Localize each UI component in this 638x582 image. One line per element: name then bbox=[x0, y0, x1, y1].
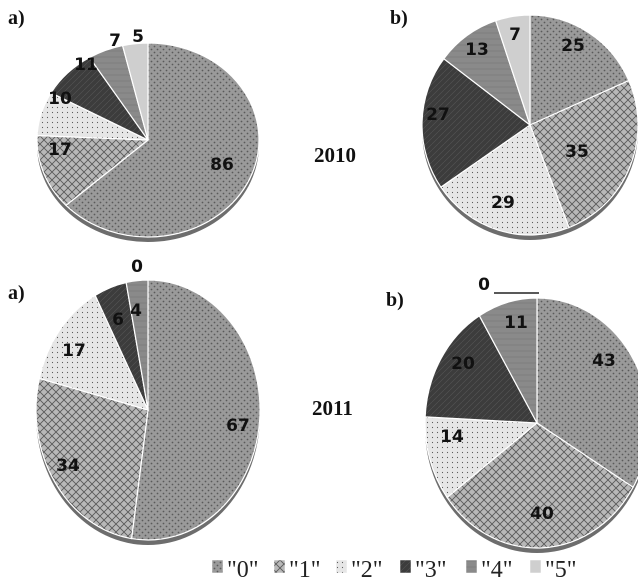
slice-value-label: 0 bbox=[131, 257, 143, 277]
legend: "0" "1" "2" "3" "4" "5" bbox=[211, 557, 577, 582]
slice-value-label: 35 bbox=[565, 142, 589, 162]
slice-value-label: 40 bbox=[530, 504, 554, 524]
slice-value-label: 67 bbox=[226, 416, 250, 436]
pie-slice-2 bbox=[440, 124, 570, 236]
year-label-2010: 2010 bbox=[314, 143, 356, 167]
slice-value-label: 10 bbox=[48, 89, 72, 109]
pie-slice-4 bbox=[125, 279, 149, 411]
legend-swatch bbox=[465, 559, 478, 574]
pie-slice-1 bbox=[446, 422, 634, 549]
legend-swatch bbox=[399, 559, 412, 574]
pie-2010-b: 25 35 29 27 13 7 bbox=[421, 14, 638, 240]
panel-label-2011-a: a) bbox=[8, 282, 25, 304]
pie-slice-0 bbox=[536, 297, 638, 489]
pie-slice-0 bbox=[529, 14, 630, 126]
legend-entry-label: "5" bbox=[545, 557, 577, 582]
pie-slice-4 bbox=[478, 297, 538, 424]
slice-value-label: 20 bbox=[451, 354, 475, 374]
legend-swatch bbox=[529, 559, 542, 574]
legend-swatch bbox=[211, 559, 224, 574]
slice-value-label: 17 bbox=[48, 140, 72, 160]
legend-swatch bbox=[273, 559, 286, 574]
slice-value-label: 86 bbox=[210, 155, 234, 175]
pie-slice-2 bbox=[424, 416, 539, 499]
panel-label-2010-a: a) bbox=[8, 7, 25, 29]
slice-value-label: 14 bbox=[440, 427, 464, 447]
slice-value-label: 25 bbox=[561, 36, 585, 56]
year-label-2011: 2011 bbox=[312, 396, 353, 420]
pie-2011-b: 43 40 14 20 11 bbox=[424, 297, 638, 553]
pie-slice-3 bbox=[424, 314, 539, 424]
slice-value-label: 11 bbox=[74, 55, 98, 75]
slice-value-label: 11 bbox=[504, 313, 528, 333]
slice-value-label: 6 bbox=[112, 310, 124, 330]
pie-slice-1 bbox=[529, 79, 638, 229]
pie-slice-1 bbox=[35, 377, 149, 540]
slice-value-label: 0 bbox=[478, 275, 490, 295]
pie-2011-a: 67 34 17 6 4 bbox=[35, 279, 261, 545]
legend-entry-label: "4" bbox=[481, 557, 513, 582]
pie-slice-2 bbox=[38, 294, 150, 411]
pie-slice-0 bbox=[65, 42, 260, 238]
legend-entry-label: "3" bbox=[415, 557, 447, 582]
slice-value-label: 17 bbox=[62, 341, 86, 361]
pie-slice-1 bbox=[36, 134, 150, 207]
slice-value-label: 5 bbox=[132, 27, 144, 47]
slice-value-label: 27 bbox=[426, 105, 450, 125]
pie-slice-0 bbox=[130, 279, 261, 541]
pie-slice-5 bbox=[494, 14, 531, 126]
panel-label-2010-b: b) bbox=[390, 7, 408, 29]
legend-swatch bbox=[335, 559, 348, 574]
legend-entry-label: "0" bbox=[227, 557, 259, 582]
slice-value-label: 4 bbox=[130, 301, 142, 321]
pie-slice-3 bbox=[421, 57, 532, 189]
panel-label-2011-b: b) bbox=[386, 289, 404, 311]
slice-value-label: 13 bbox=[465, 40, 489, 60]
slice-value-label: 7 bbox=[509, 25, 521, 45]
slice-value-label: 34 bbox=[56, 456, 80, 476]
legend-entry-label: "1" bbox=[289, 557, 321, 582]
slice-value-label: 43 bbox=[592, 351, 616, 371]
pie-slice-5 bbox=[121, 42, 149, 141]
legend-entry-label: "2" bbox=[351, 557, 383, 582]
slice-value-label: 7 bbox=[109, 31, 121, 51]
slice-value-label: 29 bbox=[491, 193, 515, 213]
